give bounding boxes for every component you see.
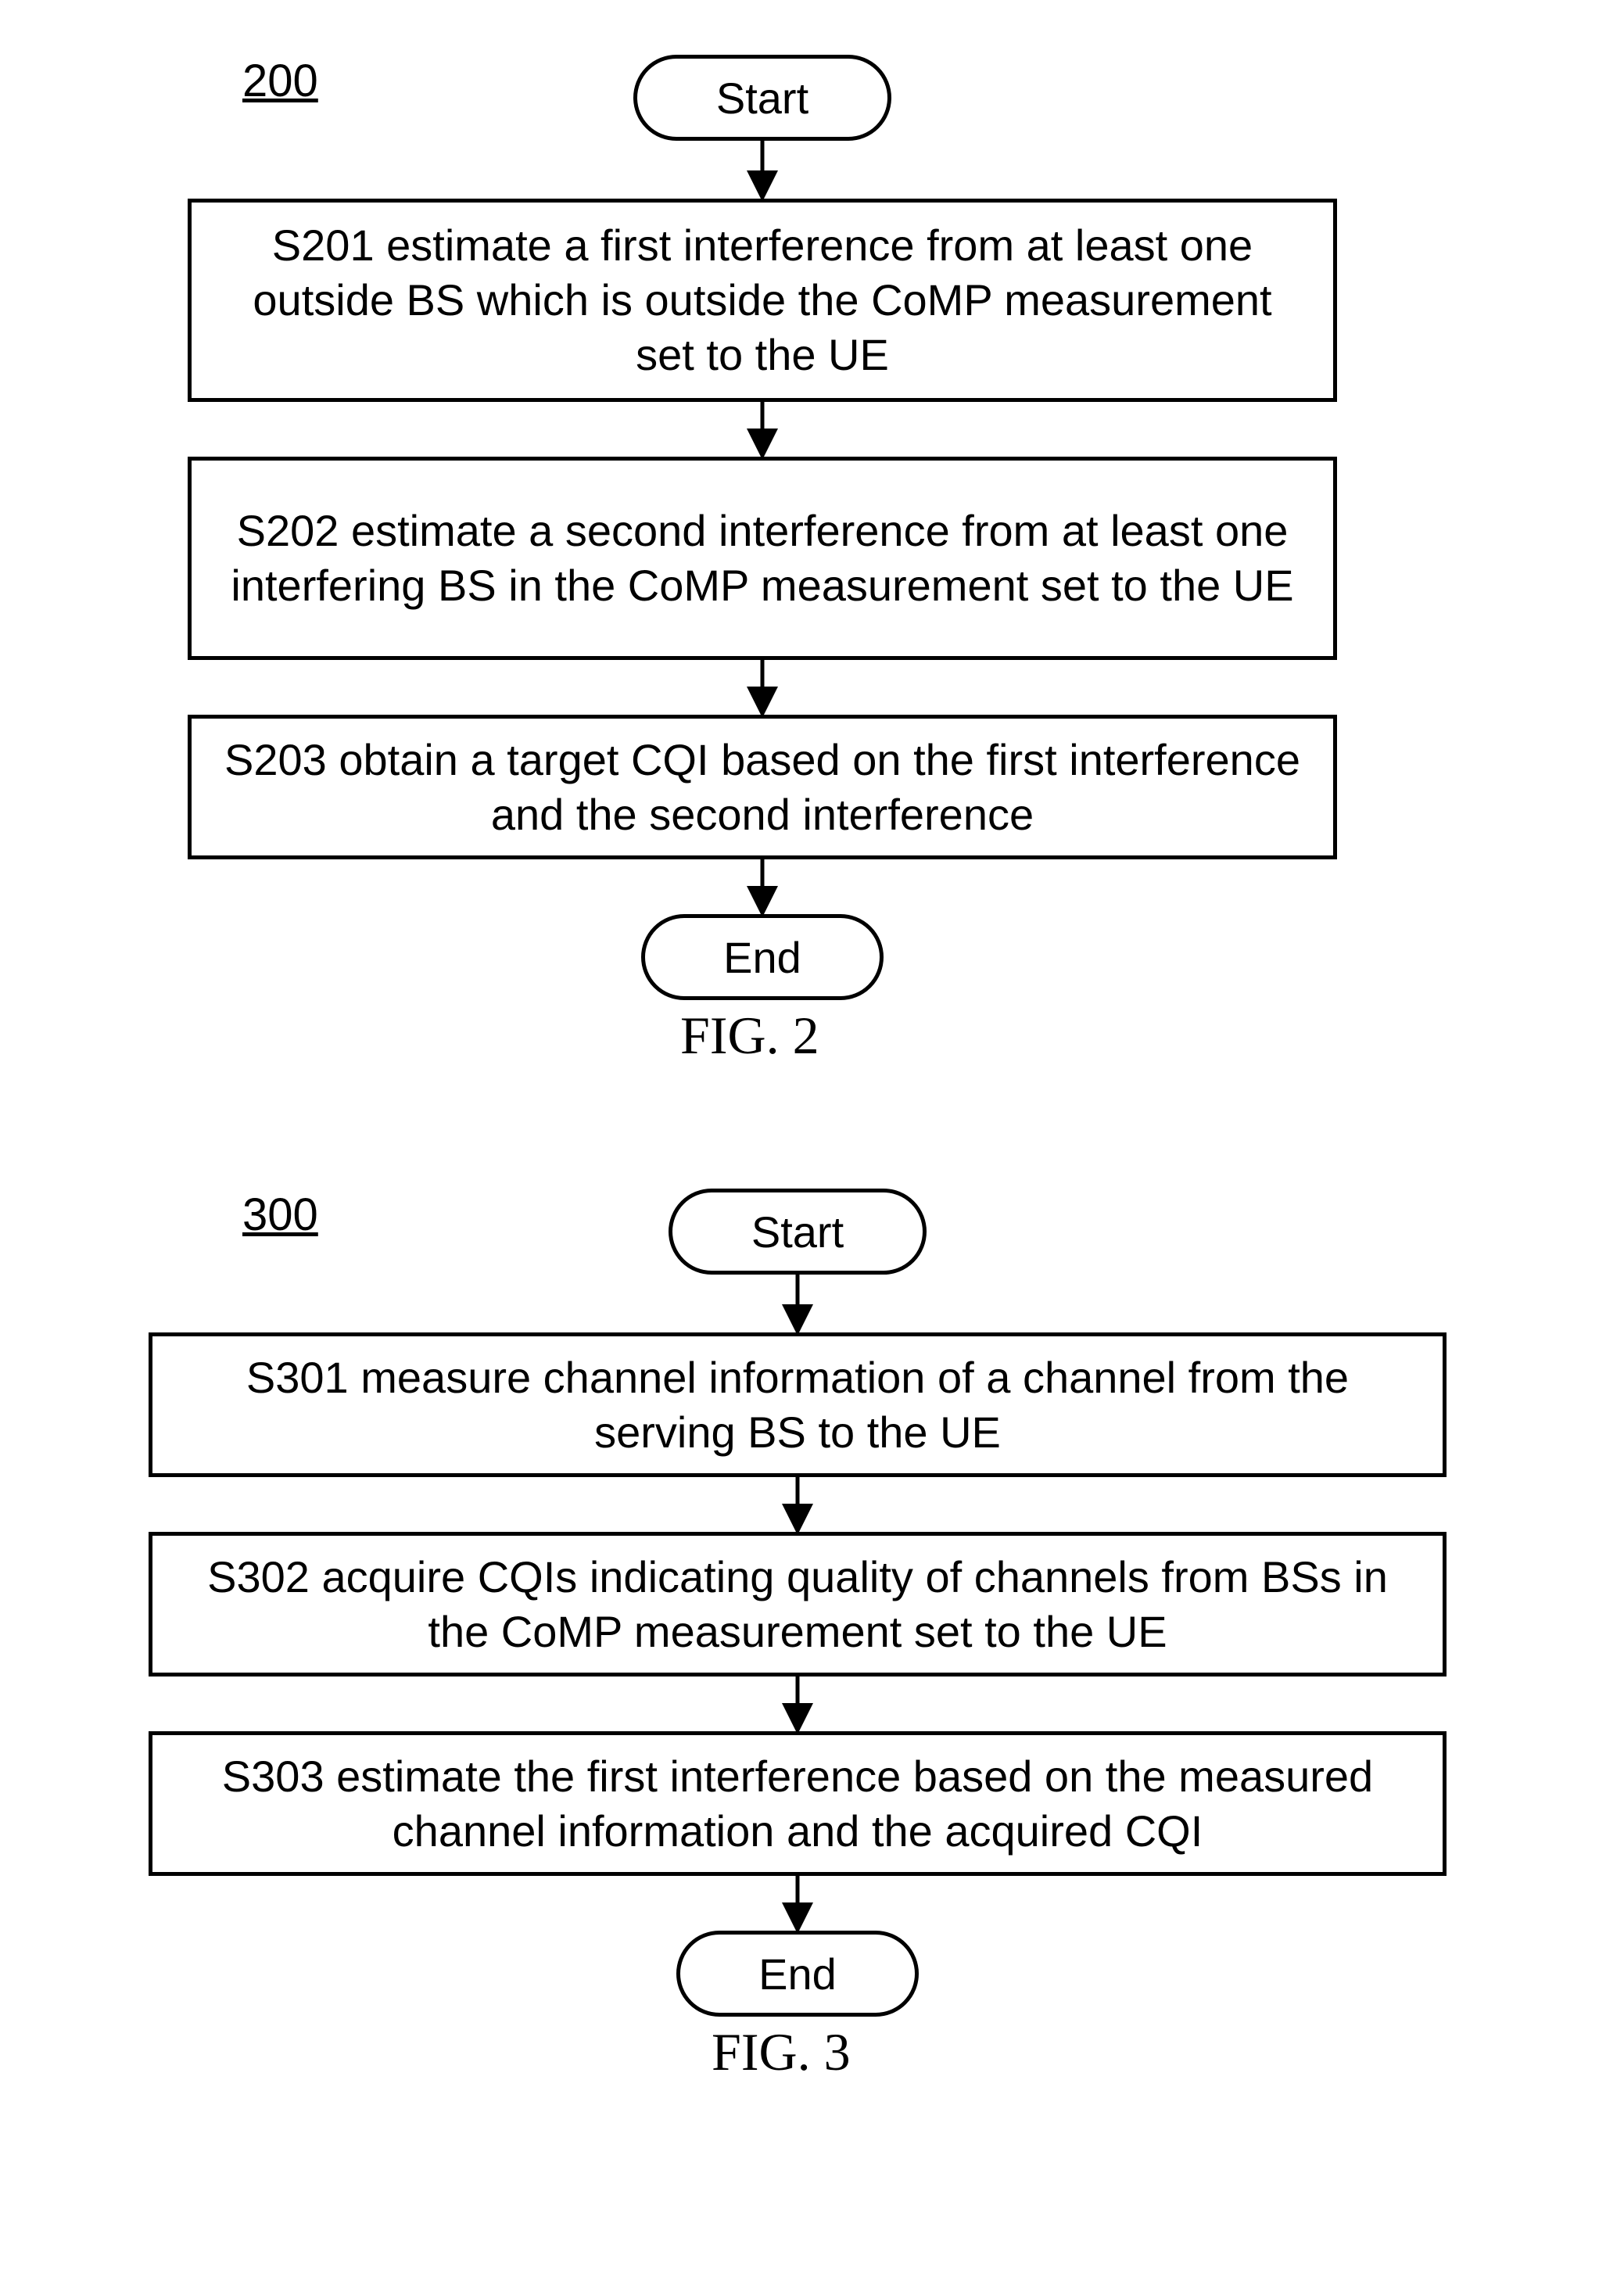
- fig3-s301: S301 measure channel information of a ch…: [149, 1332, 1447, 1477]
- fig3-start: Start: [669, 1189, 927, 1275]
- fig3-end-text: End: [758, 1949, 837, 1999]
- fig3-start-text: Start: [751, 1207, 844, 1257]
- fig2-arrows: [0, 0, 1624, 2270]
- fig3-s302: S302 acquire CQIs indicating quality of …: [149, 1532, 1447, 1677]
- fig3-ref-label: 300: [242, 1189, 318, 1241]
- fig3-s302-text: S302 acquire CQIs indicating quality of …: [184, 1550, 1411, 1659]
- fig3-caption: FIG. 3: [712, 2021, 851, 2083]
- fig3-s301-text: S301 measure channel information of a ch…: [184, 1350, 1411, 1460]
- fig3-s303-text: S303 estimate the first interference bas…: [184, 1749, 1411, 1859]
- fig3-end: End: [676, 1931, 919, 2017]
- fig3-s303: S303 estimate the first interference bas…: [149, 1731, 1447, 1876]
- page: 200 Start S201 estimate a first interfer…: [0, 0, 1624, 2270]
